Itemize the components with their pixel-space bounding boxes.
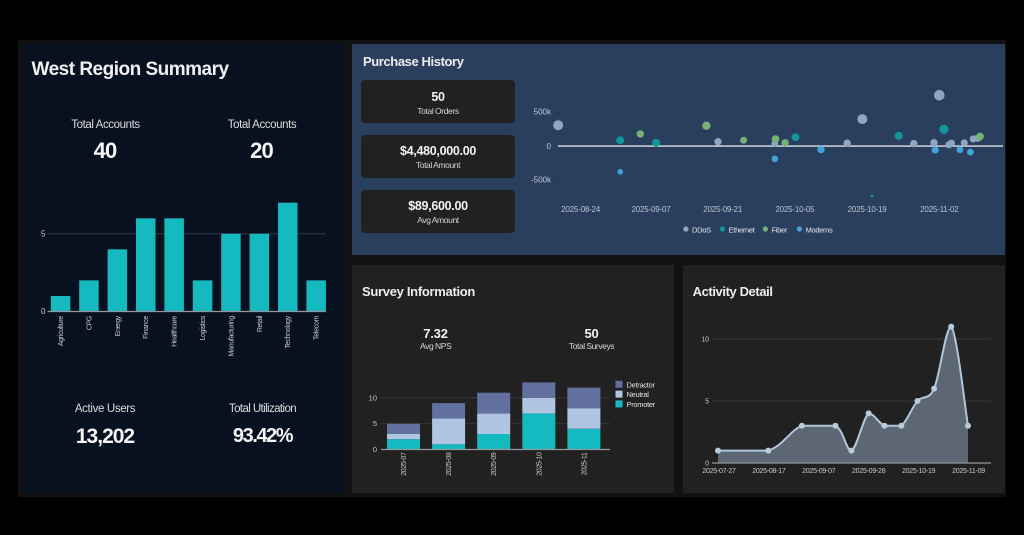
svg-text:0: 0 (41, 307, 46, 316)
svg-text:Ethernet: Ethernet (729, 225, 756, 234)
svg-text:-500k: -500k (531, 175, 552, 184)
svg-text:Agriculture: Agriculture (58, 316, 65, 347)
svg-text:2025-11-02: 2025-11-02 (920, 205, 959, 214)
svg-text:2025-11: 2025-11 (581, 452, 588, 475)
svg-text:DDoS: DDoS (692, 225, 711, 234)
svg-text:5: 5 (705, 399, 709, 406)
svg-text:2025-07-27: 2025-07-27 (702, 468, 736, 475)
svg-text:Detractor: Detractor (627, 380, 656, 389)
svg-text:2025-09-28: 2025-09-28 (852, 468, 886, 475)
svg-text:Promoter: Promoter (627, 400, 656, 409)
svg-text:0: 0 (373, 445, 377, 454)
svg-text:Manufacturing: Manufacturing (228, 316, 235, 357)
svg-text:Energy: Energy (115, 315, 122, 336)
svg-text:Logistics: Logistics (200, 315, 207, 340)
svg-text:5: 5 (41, 229, 46, 238)
svg-text:Retail: Retail (257, 315, 264, 332)
svg-text:Neutral: Neutral (627, 390, 650, 399)
svg-text:CPG: CPG (86, 316, 93, 330)
svg-text:2025-11-09: 2025-11-09 (952, 468, 985, 475)
svg-text:Modems: Modems (806, 225, 834, 234)
svg-text:Fiber: Fiber (772, 225, 788, 234)
svg-text:Finance: Finance (143, 316, 150, 339)
svg-text:2025-10-05: 2025-10-05 (775, 205, 815, 214)
svg-text:2025-09: 2025-09 (491, 452, 498, 476)
svg-text:2025-09-07: 2025-09-07 (632, 205, 672, 214)
svg-text:2025-10: 2025-10 (536, 452, 543, 476)
svg-text:2025-08: 2025-08 (446, 452, 453, 476)
svg-text:2025-10-19: 2025-10-19 (848, 205, 888, 214)
svg-text:2025-08-17: 2025-08-17 (752, 468, 786, 475)
svg-text:Technology: Technology (285, 315, 292, 348)
svg-text:2025-09-07: 2025-09-07 (802, 468, 836, 475)
svg-text:0: 0 (547, 142, 552, 151)
svg-text:Healthcare: Healthcare (172, 316, 179, 347)
svg-text:2025-08-24: 2025-08-24 (561, 205, 601, 214)
svg-text:2025-10-19: 2025-10-19 (902, 468, 936, 475)
svg-text:2025-07: 2025-07 (401, 452, 408, 476)
svg-text:0: 0 (705, 461, 709, 468)
svg-text:10: 10 (701, 337, 709, 344)
svg-text:500k: 500k (534, 107, 552, 116)
svg-text:Telecom: Telecom (314, 316, 321, 340)
svg-text:10: 10 (369, 393, 377, 402)
svg-text:5: 5 (373, 419, 377, 428)
svg-text:2025-09-21: 2025-09-21 (703, 205, 743, 214)
